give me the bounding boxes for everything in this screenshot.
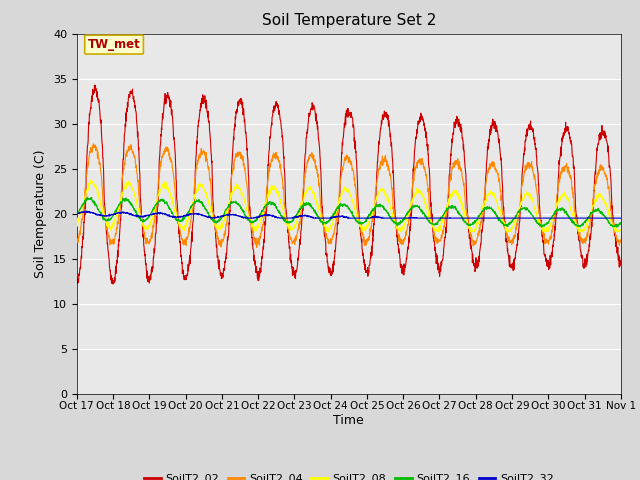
Text: TW_met: TW_met [88,38,140,51]
Legend: SoilT2_02, SoilT2_04, SoilT2_08, SoilT2_16, SoilT2_32: SoilT2_02, SoilT2_04, SoilT2_08, SoilT2_… [140,469,558,480]
X-axis label: Time: Time [333,414,364,427]
Y-axis label: Soil Temperature (C): Soil Temperature (C) [35,149,47,278]
Title: Soil Temperature Set 2: Soil Temperature Set 2 [262,13,436,28]
